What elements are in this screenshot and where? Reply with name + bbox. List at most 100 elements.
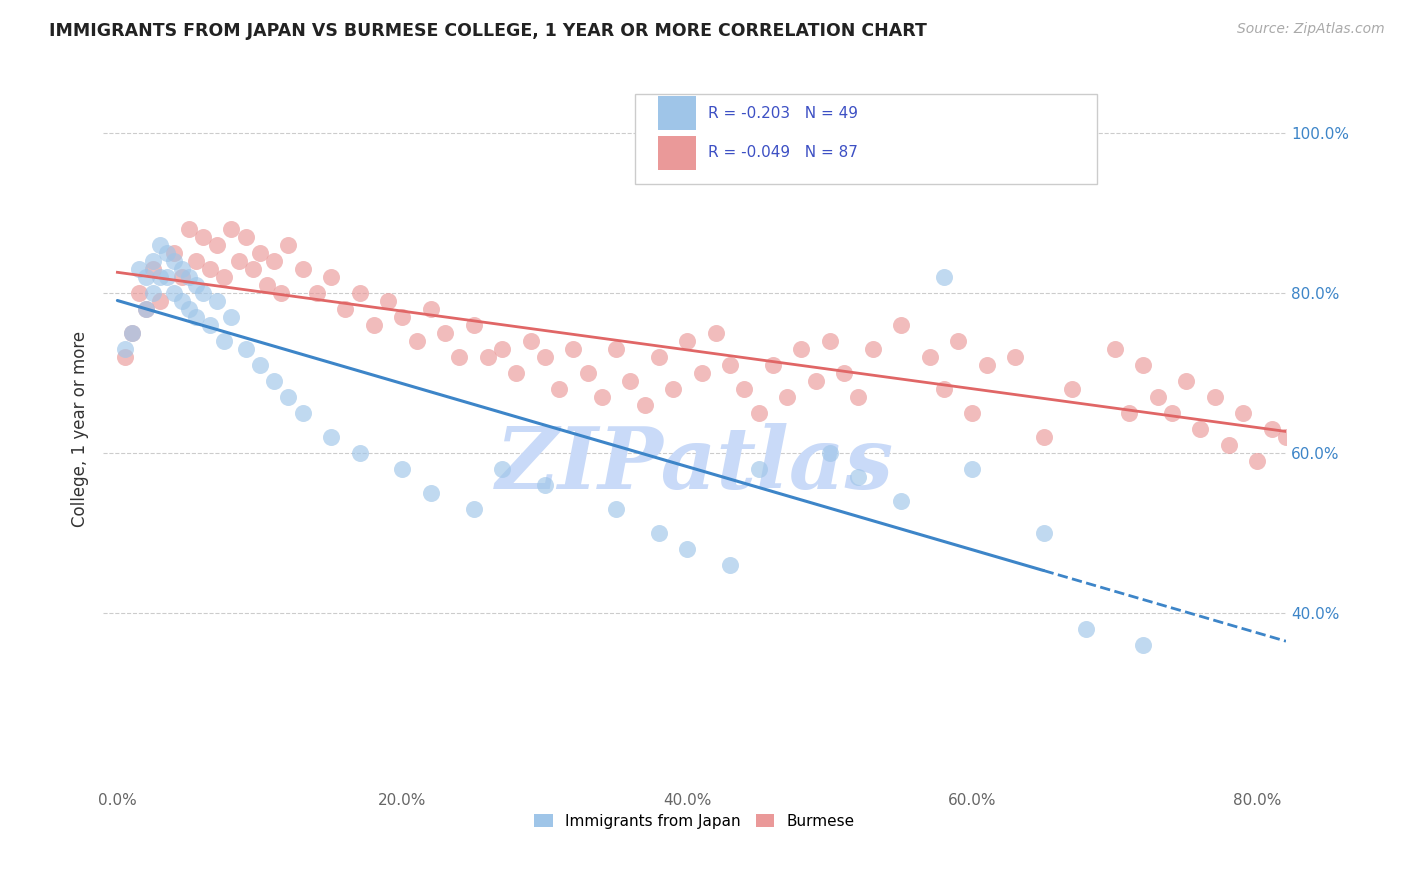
Point [605,501,627,516]
Bar [658,136,696,170]
Point [149,237,172,252]
Point [1062,382,1084,396]
Point [804,374,827,388]
Point [932,382,955,396]
Point [591,390,613,404]
Point [184,310,207,324]
Point [932,269,955,284]
Point [156,245,179,260]
Point [321,429,343,443]
Point [363,318,385,332]
Point [1189,421,1212,435]
Point [121,326,143,340]
Point [191,285,214,300]
Point [377,293,399,308]
Point [762,358,785,372]
Point [562,342,585,356]
Point [349,285,371,300]
Point [170,293,193,308]
Point [177,301,200,316]
Point [391,310,413,324]
Point [249,358,271,372]
Point [676,334,699,348]
Point [205,237,228,252]
Point [321,269,343,284]
Text: Source: ZipAtlas.com: Source: ZipAtlas.com [1237,22,1385,37]
Point [114,342,136,356]
Point [235,229,257,244]
Point [170,261,193,276]
Point [862,342,884,356]
Point [198,261,221,276]
Point [263,253,285,268]
Point [848,469,870,483]
Point [270,285,292,300]
Point [163,285,186,300]
Point [135,301,157,316]
Point [1275,429,1298,443]
Point [170,269,193,284]
Point [249,245,271,260]
Point [349,445,371,459]
Point [214,269,236,284]
Point [534,350,557,364]
Text: R = -0.203   N = 49: R = -0.203 N = 49 [707,105,858,120]
Point [221,310,243,324]
Point [242,261,264,276]
Point [405,334,427,348]
Point [434,326,457,340]
Point [263,374,285,388]
Point [790,342,813,356]
Point [156,269,179,284]
Point [142,261,165,276]
Point [198,318,221,332]
Point [1076,622,1098,636]
Point [291,261,314,276]
Point [121,326,143,340]
Bar [658,95,696,130]
Point [818,445,841,459]
Point [419,485,441,500]
Point [918,350,941,364]
Point [149,293,172,308]
Point [1146,390,1168,404]
Text: ZIPatlas: ZIPatlas [495,423,894,507]
Point [149,269,172,284]
Point [491,342,513,356]
Point [946,334,969,348]
Y-axis label: College, 1 year or more: College, 1 year or more [72,330,89,526]
Point [1132,638,1154,652]
Point [605,342,627,356]
Point [976,358,998,372]
Point [1204,390,1226,404]
Point [1132,358,1154,372]
Point [818,334,841,348]
Point [463,501,485,516]
Point [477,350,499,364]
Point [962,461,984,475]
Point [142,253,165,268]
Point [419,301,441,316]
Point [449,350,471,364]
Point [690,366,713,380]
Point [619,374,641,388]
Point [718,358,741,372]
Point [191,229,214,244]
Point [733,382,755,396]
Point [1289,445,1312,459]
Point [135,269,157,284]
Point [519,334,541,348]
Point [1246,453,1268,467]
Point [163,253,186,268]
Point [177,269,200,284]
Point [1032,525,1054,540]
Point [391,461,413,475]
Point [205,293,228,308]
Point [228,253,250,268]
Point [1104,342,1126,356]
Point [1004,350,1026,364]
Point [128,261,150,276]
Point [256,277,278,292]
Text: IMMIGRANTS FROM JAPAN VS BURMESE COLLEGE, 1 YEAR OR MORE CORRELATION CHART: IMMIGRANTS FROM JAPAN VS BURMESE COLLEGE… [49,22,927,40]
Point [184,277,207,292]
